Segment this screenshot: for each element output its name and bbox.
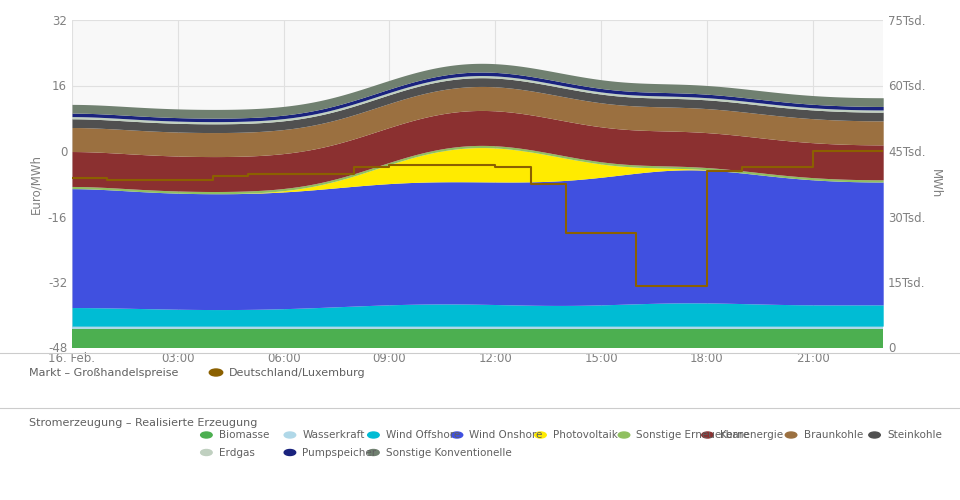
Text: Sonstige Konventionelle: Sonstige Konventionelle bbox=[386, 448, 512, 458]
Text: Wind Offshore: Wind Offshore bbox=[386, 430, 460, 440]
Text: Wasserkraft: Wasserkraft bbox=[302, 430, 365, 440]
Text: Erdgas: Erdgas bbox=[219, 448, 254, 458]
Text: Photovoltaik: Photovoltaik bbox=[553, 430, 618, 440]
Text: Sonstige Erneuerbare: Sonstige Erneuerbare bbox=[636, 430, 750, 440]
Text: Biomasse: Biomasse bbox=[219, 430, 269, 440]
Text: Markt – Großhandelspreise: Markt – Großhandelspreise bbox=[29, 368, 179, 378]
Text: Wind Onshore: Wind Onshore bbox=[469, 430, 542, 440]
Text: Deutschland/Luxemburg: Deutschland/Luxemburg bbox=[228, 368, 365, 378]
Y-axis label: Euro/MWh: Euro/MWh bbox=[29, 154, 42, 214]
Text: Steinkohle: Steinkohle bbox=[887, 430, 942, 440]
Text: Braunkohle: Braunkohle bbox=[804, 430, 863, 440]
Text: Stromerzeugung – Realisierte Erzeugung: Stromerzeugung – Realisierte Erzeugung bbox=[29, 418, 257, 428]
Text: Pumpspeicher: Pumpspeicher bbox=[302, 448, 376, 458]
Text: Kernenergie: Kernenergie bbox=[720, 430, 783, 440]
Y-axis label: MWh: MWh bbox=[929, 169, 942, 198]
